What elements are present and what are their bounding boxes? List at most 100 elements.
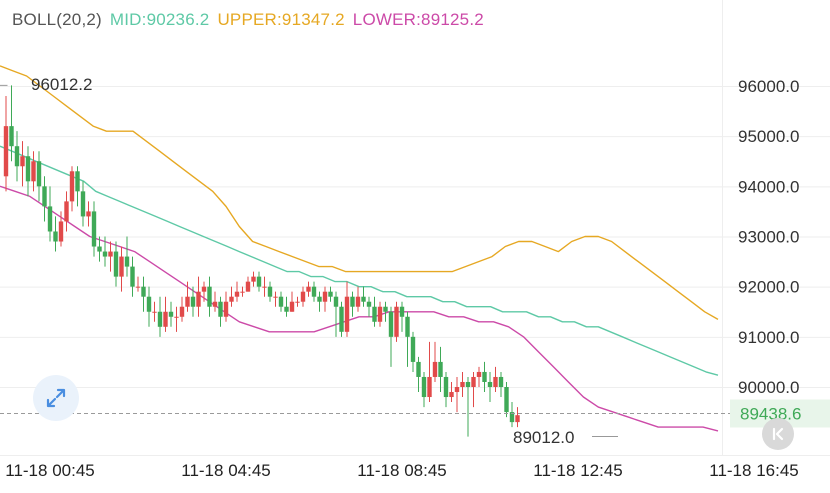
candle-body [229, 296, 234, 302]
candle-body [438, 361, 443, 377]
candle-body [504, 387, 509, 413]
candle-body [119, 256, 124, 277]
candle-body [64, 201, 69, 222]
candle-body [289, 301, 295, 312]
candle-body [449, 392, 454, 398]
candle-body [344, 296, 350, 332]
candle-body [256, 276, 262, 287]
candle-body [476, 371, 482, 377]
boll-mid-value: MID:90236.2 [109, 10, 210, 29]
candle-body [135, 286, 141, 288]
candle-body [185, 296, 190, 307]
candle-body [91, 211, 97, 247]
candle-body [262, 286, 267, 288]
candle-body [394, 306, 399, 337]
candle-body [405, 316, 410, 337]
candle-body [443, 376, 449, 398]
boll-name: BOLL(20,2) [12, 10, 102, 29]
candle-body [317, 296, 322, 302]
candle-body [152, 311, 157, 313]
expand-arrows-icon [46, 388, 66, 408]
candle-body [482, 371, 487, 382]
boll-upper-line [0, 65, 719, 321]
boll-lower-value: LOWER:89125.2 [352, 10, 484, 29]
candle-body [487, 381, 493, 387]
candle-body [130, 266, 135, 287]
candle-body [498, 376, 504, 387]
candle-body [141, 286, 146, 297]
low-price-label: 89012.0 [513, 428, 574, 447]
candle-body [306, 286, 311, 292]
x-tick-label: 11-18 16:45 [709, 461, 798, 480]
candle-body [163, 311, 168, 327]
current-price-label: 89438.6 [740, 405, 801, 424]
candle-body [339, 306, 344, 332]
candle-body [157, 311, 163, 327]
x-tick-label: 11-18 00:45 [5, 461, 94, 480]
candle-body [284, 306, 289, 312]
candle-body [509, 412, 515, 423]
candle-body [102, 251, 108, 257]
y-tick-label: 91000.0 [738, 328, 799, 347]
chevron-left-to-bar-icon [772, 427, 784, 441]
y-tick-label: 95000.0 [738, 127, 799, 146]
y-tick-label: 96000.0 [738, 77, 799, 96]
boll-upper-value: UPPER:91347.2 [217, 10, 345, 29]
boll-legend: BOLL(20,2) MID:90236.2 UPPER:91347.2 LOWER:… [12, 10, 492, 30]
boll-lower-line [0, 185, 719, 432]
high-price-label: 96012.2 [31, 75, 92, 94]
candle-body [383, 306, 388, 312]
candle-body [58, 221, 64, 242]
candle-body [471, 376, 476, 387]
candle-body [421, 376, 427, 398]
expand-button[interactable] [33, 375, 79, 421]
candle-body [75, 171, 80, 192]
candle-body [218, 301, 223, 317]
candle-body [97, 246, 102, 252]
candle-body [454, 387, 460, 393]
candle-body [20, 156, 25, 167]
candle-body [47, 206, 53, 232]
x-tick-label: 11-18 08:45 [357, 461, 446, 480]
candle-body [42, 186, 47, 207]
candle-body [234, 291, 240, 297]
candle-body [25, 156, 31, 182]
candle-body [108, 251, 113, 257]
candle-body [493, 376, 498, 387]
y-tick-label: 94000.0 [738, 177, 799, 196]
candle-body [388, 311, 394, 337]
candle-body [113, 251, 119, 277]
candle-body [377, 306, 383, 322]
candle-body [179, 306, 185, 317]
candle-body [273, 296, 278, 298]
candle-body [31, 161, 36, 182]
candle-body [300, 291, 306, 302]
candle-body [515, 415, 520, 423]
candle-body [355, 296, 361, 307]
y-tick-label: 90000.0 [738, 378, 799, 397]
candle-body [36, 161, 42, 187]
candle-body [223, 301, 229, 317]
candle-body [9, 126, 14, 147]
candle-body [416, 361, 421, 377]
candle-body [14, 146, 20, 167]
candle-body [328, 291, 333, 297]
candle-body [174, 316, 179, 318]
candle-body [240, 291, 245, 293]
x-tick-label: 11-18 04:45 [181, 461, 270, 480]
candle-body [350, 296, 355, 307]
scroll-to-latest-button[interactable] [762, 418, 794, 450]
candle-body [267, 286, 273, 297]
candle-body [372, 306, 377, 322]
candle-body [251, 276, 256, 282]
candle-body [207, 286, 212, 307]
candle-body [465, 381, 471, 387]
candle-body [399, 306, 405, 317]
candle-body [245, 281, 251, 292]
candle-body [201, 286, 207, 292]
candle-body [311, 286, 317, 297]
candle-body [427, 376, 432, 398]
candle-body [361, 296, 366, 302]
